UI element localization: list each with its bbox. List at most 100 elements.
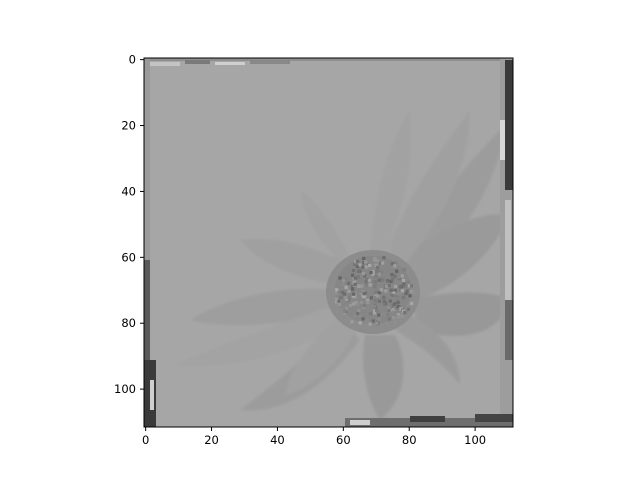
seed-speckle (351, 268, 356, 273)
seed-speckle (362, 256, 366, 261)
seed-speckle (371, 264, 376, 269)
y-tick-label: 20 (121, 119, 136, 133)
seed-speckle (373, 281, 377, 285)
seed-speckle (373, 256, 377, 260)
seed-speckle (360, 284, 364, 288)
seed-speckle (336, 299, 341, 303)
seed-speckle (353, 301, 358, 305)
seed-speckle (351, 294, 356, 298)
seed-speckle (374, 263, 378, 267)
seed-speckle (367, 278, 371, 282)
seed-speckle (402, 282, 406, 286)
flower-petals (175, 110, 512, 420)
seed-speckle (347, 289, 351, 293)
seed-speckle (357, 269, 361, 273)
axes-frame (143, 57, 514, 428)
seed-speckle (397, 292, 401, 296)
y-tick-label: 80 (121, 316, 136, 330)
x-tick-label: 40 (270, 433, 285, 447)
seed-speckle (400, 289, 404, 293)
seed-speckle (396, 313, 401, 317)
seed-speckle (397, 315, 401, 319)
petal (410, 292, 512, 336)
seed-speckle (401, 278, 406, 283)
seed-speckle (377, 317, 381, 322)
seed-speckle (403, 284, 407, 288)
seed-speckle (384, 289, 388, 293)
petal (285, 315, 355, 395)
seed-speckle (375, 310, 380, 314)
seed-speckle (400, 291, 405, 295)
seed-speckle (346, 295, 351, 299)
seed-speckle (379, 288, 383, 292)
seed-speckle (401, 295, 406, 300)
seed-speckle (353, 262, 357, 266)
seed-speckle (393, 284, 398, 289)
seed-speckle (397, 275, 401, 279)
seed-speckle (350, 299, 354, 303)
seed-speckle (357, 308, 361, 313)
seed-speckle (373, 304, 377, 309)
seed-speckle (398, 292, 403, 296)
seed-speckle (358, 321, 362, 325)
seed-speckle (371, 272, 375, 276)
seed-speckle (365, 277, 369, 282)
seed-speckle (387, 284, 391, 288)
seed-speckle (387, 317, 392, 321)
seed-speckle (392, 291, 396, 295)
seed-speckle (372, 313, 377, 318)
seed-speckle (338, 276, 342, 280)
seed-speckle (356, 312, 360, 316)
seed-speckle (390, 306, 395, 311)
petal (363, 335, 404, 420)
petal (240, 238, 345, 285)
seed-speckle (368, 283, 372, 287)
seed-speckle (393, 302, 397, 306)
seed-speckle (371, 270, 375, 274)
seed-speckle (379, 270, 384, 275)
seed-speckle (409, 289, 414, 294)
seed-speckle (344, 285, 348, 289)
seed-speckle (387, 308, 391, 312)
petal (190, 288, 335, 326)
seed-speckle (396, 304, 400, 309)
seed-speckle (342, 279, 346, 283)
seed-speckle (359, 300, 364, 305)
x-tick-label: 100 (464, 433, 486, 447)
seed-speckle (405, 289, 409, 293)
seed-speckle (366, 300, 370, 305)
seed-speckle (393, 289, 397, 293)
image-edge-artifacts (144, 58, 513, 427)
seed-speckle (372, 262, 376, 266)
seed-speckle (375, 321, 379, 325)
seed-speckle (398, 285, 403, 289)
seed-speckle (369, 270, 373, 275)
seed-speckle (334, 291, 339, 295)
seed-speckle (376, 265, 380, 270)
y-tick-label: 100 (114, 382, 136, 396)
seed-speckle (364, 265, 368, 269)
seed-speckle (364, 260, 368, 264)
seed-speckle (353, 314, 357, 318)
petal (388, 110, 470, 265)
seed-speckle (353, 276, 358, 281)
seed-speckle (337, 290, 341, 294)
seed-speckle (392, 297, 396, 301)
seed-speckle (347, 298, 351, 302)
seed-speckle (358, 263, 362, 267)
seed-speckle (395, 294, 399, 298)
seed-speckle (389, 288, 393, 292)
seed-speckle (381, 261, 385, 265)
seed-speckle (350, 273, 355, 277)
seed-speckle (356, 264, 360, 269)
petal (395, 315, 460, 385)
seed-speckle (400, 284, 405, 288)
seed-speckle (371, 266, 375, 270)
seed-speckle (362, 292, 366, 296)
petal (370, 110, 411, 255)
x-tick-label: 60 (336, 433, 351, 447)
seed-speckle (351, 302, 355, 306)
seed-speckle (363, 274, 367, 278)
seed-speckle (371, 319, 375, 323)
